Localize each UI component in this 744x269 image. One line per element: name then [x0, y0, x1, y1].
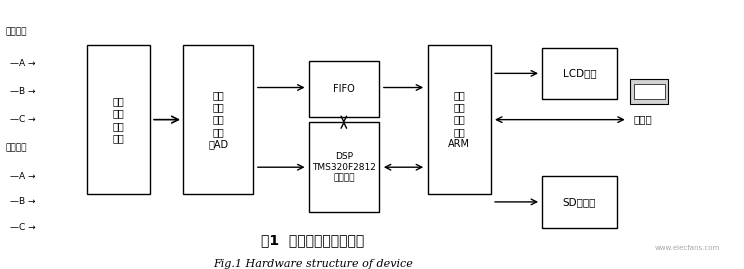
FancyBboxPatch shape: [542, 48, 617, 99]
Text: 图1  系统硬件系统结构图: 图1 系统硬件系统结构图: [261, 233, 365, 247]
Text: SD卡存储: SD卡存储: [563, 197, 596, 207]
FancyBboxPatch shape: [634, 84, 665, 99]
Text: 三相电流: 三相电流: [5, 143, 27, 153]
Text: FIFO: FIFO: [333, 84, 355, 94]
FancyBboxPatch shape: [309, 61, 379, 117]
Text: LCD显示: LCD显示: [562, 68, 597, 78]
Text: 前端
信号
调理
电路: 前端 信号 调理 电路: [112, 96, 124, 143]
Text: 上位机: 上位机: [633, 115, 652, 125]
Text: —C →: —C →: [10, 223, 36, 232]
Text: 六通
道同
步数
据采
集AD: 六通 道同 步数 据采 集AD: [208, 90, 228, 150]
Text: —A →: —A →: [10, 172, 36, 181]
FancyBboxPatch shape: [86, 45, 150, 194]
Text: 数据
存储
显示
控制
ARM: 数据 存储 显示 控制 ARM: [448, 90, 470, 150]
Text: Fig.1 Hardware structure of device: Fig.1 Hardware structure of device: [213, 259, 413, 269]
FancyBboxPatch shape: [183, 45, 254, 194]
FancyBboxPatch shape: [542, 176, 617, 228]
Text: —B →: —B →: [10, 87, 36, 96]
FancyBboxPatch shape: [630, 79, 669, 104]
Text: 三相电压: 三相电压: [5, 28, 27, 37]
Text: www.elecfans.com: www.elecfans.com: [655, 245, 720, 251]
Text: —C →: —C →: [10, 115, 36, 124]
Text: —B →: —B →: [10, 197, 36, 206]
Text: DSP
TMS320F2812
数据处理: DSP TMS320F2812 数据处理: [312, 152, 376, 183]
Text: —A →: —A →: [10, 59, 36, 68]
FancyBboxPatch shape: [309, 122, 379, 212]
FancyBboxPatch shape: [428, 45, 490, 194]
